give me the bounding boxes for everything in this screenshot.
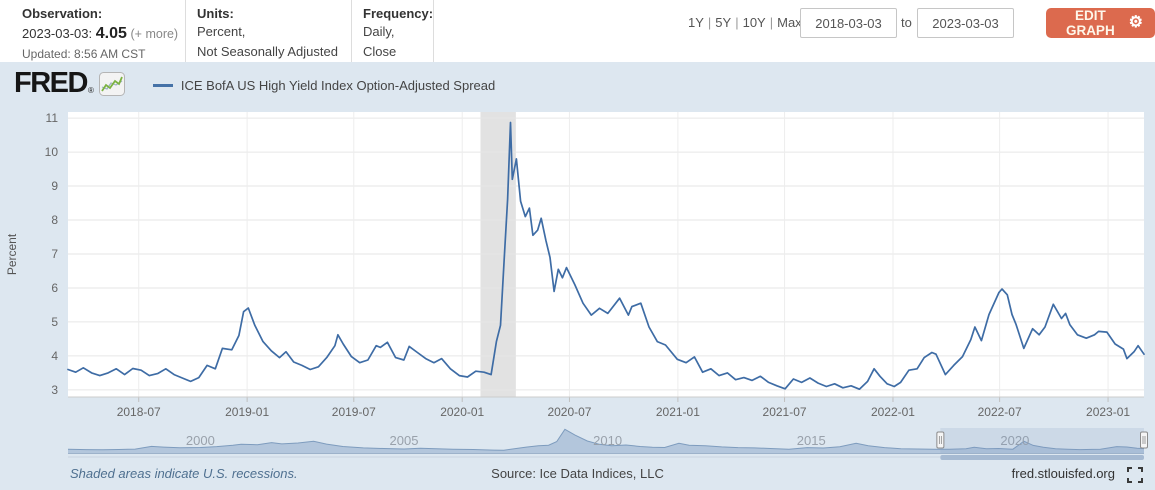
nav-year-label: 2000 xyxy=(186,433,215,448)
y-tick-label: 3 xyxy=(51,383,58,397)
y-tick-label: 8 xyxy=(51,213,58,227)
nav-handle-left[interactable] xyxy=(936,431,945,449)
nav-scrollbar-track[interactable] xyxy=(68,456,1144,458)
nav-year-label: 2020 xyxy=(1000,433,1029,448)
y-tick-label: 7 xyxy=(51,247,58,261)
y-tick-label: 11 xyxy=(46,111,59,125)
units-block: Units: Percent, Not Seasonally Adjusted xyxy=(186,0,352,62)
nav-area-outline xyxy=(67,428,1145,451)
fullscreen-icon[interactable] xyxy=(1127,467,1143,483)
gear-icon: ⚙ xyxy=(1128,14,1143,31)
x-tick-label: 2022-01 xyxy=(871,405,915,419)
frequency-block: Frequency: Daily, Close xyxy=(352,0,434,62)
units-label: Units: xyxy=(197,6,234,21)
x-tick-label: 2020-01 xyxy=(440,405,484,419)
observation-value: 4.05 xyxy=(95,25,127,42)
x-tick-label: 2023-01 xyxy=(1086,405,1130,419)
frequency-line2: Close xyxy=(363,44,397,59)
units-line1: Percent, xyxy=(197,24,246,39)
frequency-label: Frequency: xyxy=(363,6,434,21)
y-tick-label: 5 xyxy=(51,315,58,329)
y-tick-label: 6 xyxy=(51,281,58,295)
main-chart-svg: 3 4 5 6 7 8 9 10 11 2018-07 2019-01 2019-07 2020-01 2… xyxy=(5,111,1145,419)
observation-block: Observation: 2023-03-03: 4.05 (+ more) U… xyxy=(0,0,186,62)
nav-year-label: 2010 xyxy=(593,433,622,448)
y-tick-label: 9 xyxy=(51,179,58,193)
start-date-input[interactable] xyxy=(800,8,897,38)
range-separator: | xyxy=(735,15,739,30)
nav-year-label: 2015 xyxy=(797,433,826,448)
range-separator: | xyxy=(769,15,774,30)
brand-row: FRED ® ICE BofA US High Yield Index Opti… xyxy=(14,67,496,101)
registered-mark: ® xyxy=(87,86,94,95)
nav-scrollbar-thumb[interactable] xyxy=(940,455,1144,460)
graph-container: FRED ® ICE BofA US High Yield Index Opti… xyxy=(0,62,1155,490)
end-date-input[interactable] xyxy=(917,8,1014,38)
x-tick-label: 2018-07 xyxy=(117,405,161,419)
navigator-svg: 2000 2005 2010 2015 2020 xyxy=(67,428,1148,460)
date-range-to-label: to xyxy=(901,15,912,30)
x-tick-label: 2021-07 xyxy=(763,405,807,419)
header-bar: Observation: 2023-03-03: 4.05 (+ more) U… xyxy=(0,0,1155,62)
series-legend[interactable]: ICE BofA US High Yield Index Option-Adju… xyxy=(152,78,496,93)
y-axis-title: Percent xyxy=(5,233,19,275)
range-max-link[interactable]: Max xyxy=(777,15,802,30)
x-tick-label: 2020-07 xyxy=(547,405,591,419)
frequency-line1: Daily, xyxy=(363,24,395,39)
edit-graph-label: EDIT GRAPH xyxy=(1065,8,1115,38)
x-tick-label: 2021-01 xyxy=(656,405,700,419)
y-tick-label: 4 xyxy=(51,349,58,363)
range-1y-link[interactable]: 1Y xyxy=(688,15,704,30)
sparkline-chart-icon xyxy=(98,72,125,101)
observation-label: Observation: xyxy=(22,6,103,21)
x-tick-label: 2019-07 xyxy=(332,405,376,419)
x-tick-label: 2022-07 xyxy=(978,405,1022,419)
fred-url-link[interactable]: fred.stlouisfed.org xyxy=(1011,466,1115,481)
series-legend-label: ICE BofA US High Yield Index Option-Adju… xyxy=(180,78,496,93)
range-separator: | xyxy=(707,15,712,30)
nav-selection-window[interactable] xyxy=(940,428,1144,453)
more-observations-link[interactable]: (+ more) xyxy=(130,27,179,41)
zoom-range-links: 1Y | 5Y | 10Y | Max xyxy=(688,15,802,30)
range-10y-link[interactable]: 10Y xyxy=(742,15,766,30)
range-5y-link[interactable]: 5Y xyxy=(715,15,732,30)
fred-logo[interactable]: FRED xyxy=(14,67,88,99)
recession-note: Shaded areas indicate U.S. recessions. xyxy=(70,466,298,481)
nav-area xyxy=(68,429,1144,453)
recession-band xyxy=(480,112,516,397)
observation-date: 2023-03-03: xyxy=(22,26,93,41)
units-line2: Not Seasonally Adjusted xyxy=(197,44,338,59)
source-note: Source: Ice Data Indices, LLC xyxy=(491,466,664,481)
observation-updated: Updated: 8:56 AM CST xyxy=(22,47,146,61)
legend-line-swatch xyxy=(152,84,173,87)
nav-year-label: 2005 xyxy=(390,433,419,448)
y-tick-label: 10 xyxy=(45,145,59,159)
nav-handle-right[interactable] xyxy=(1140,431,1148,449)
edit-graph-button[interactable]: EDIT GRAPH ⚙ xyxy=(1046,8,1155,38)
series-line[interactable] xyxy=(67,121,1145,391)
x-tick-label: 2019-01 xyxy=(225,405,269,419)
